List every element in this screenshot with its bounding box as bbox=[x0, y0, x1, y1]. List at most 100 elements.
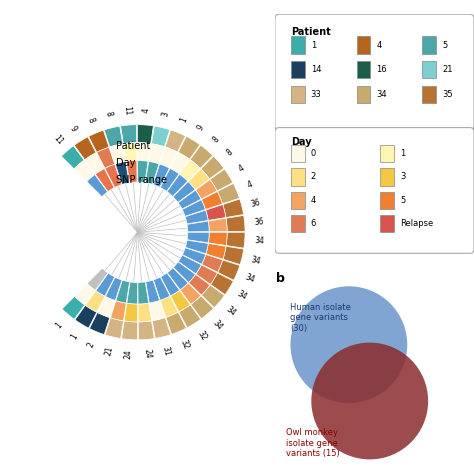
Bar bbox=[422, 86, 436, 103]
Wedge shape bbox=[167, 268, 188, 290]
Text: SNP range: SNP range bbox=[116, 174, 167, 185]
Wedge shape bbox=[201, 255, 223, 272]
Wedge shape bbox=[206, 205, 226, 220]
Text: 31: 31 bbox=[161, 345, 172, 356]
Wedge shape bbox=[75, 305, 97, 328]
Wedge shape bbox=[210, 273, 233, 295]
Wedge shape bbox=[105, 164, 121, 188]
Wedge shape bbox=[138, 321, 155, 340]
Bar bbox=[356, 36, 371, 54]
Wedge shape bbox=[115, 162, 129, 184]
Text: 34: 34 bbox=[254, 237, 264, 246]
Text: 9: 9 bbox=[68, 124, 78, 133]
Wedge shape bbox=[189, 274, 210, 295]
Wedge shape bbox=[110, 301, 126, 321]
Wedge shape bbox=[180, 283, 201, 304]
Text: Patient: Patient bbox=[116, 141, 150, 151]
Wedge shape bbox=[105, 318, 123, 338]
Text: 21: 21 bbox=[442, 65, 453, 74]
Bar bbox=[422, 61, 436, 78]
Wedge shape bbox=[87, 268, 108, 290]
Text: 36: 36 bbox=[250, 198, 262, 209]
Bar bbox=[381, 168, 394, 185]
Text: Patient: Patient bbox=[291, 27, 330, 36]
Text: 1: 1 bbox=[54, 320, 64, 330]
Wedge shape bbox=[187, 232, 209, 243]
Text: 0: 0 bbox=[311, 149, 316, 158]
Wedge shape bbox=[178, 190, 201, 209]
Wedge shape bbox=[95, 169, 114, 191]
Wedge shape bbox=[137, 125, 154, 144]
Bar bbox=[291, 168, 305, 185]
Wedge shape bbox=[223, 199, 244, 218]
Circle shape bbox=[311, 343, 428, 459]
Wedge shape bbox=[105, 277, 122, 301]
Wedge shape bbox=[160, 147, 177, 168]
Wedge shape bbox=[146, 280, 160, 303]
Text: 9: 9 bbox=[196, 124, 206, 132]
Wedge shape bbox=[180, 160, 201, 181]
Wedge shape bbox=[187, 221, 209, 232]
Wedge shape bbox=[178, 137, 200, 159]
Wedge shape bbox=[201, 156, 224, 179]
FancyBboxPatch shape bbox=[275, 14, 474, 130]
Wedge shape bbox=[104, 126, 123, 147]
Wedge shape bbox=[191, 296, 213, 319]
Wedge shape bbox=[138, 282, 149, 304]
Wedge shape bbox=[182, 200, 205, 216]
Text: 8: 8 bbox=[211, 135, 221, 144]
Text: Day: Day bbox=[291, 137, 311, 147]
Wedge shape bbox=[173, 182, 195, 202]
Bar bbox=[422, 36, 436, 54]
Wedge shape bbox=[74, 283, 95, 305]
Text: 1: 1 bbox=[179, 116, 189, 123]
Wedge shape bbox=[62, 296, 85, 319]
Text: 1: 1 bbox=[69, 332, 79, 341]
Wedge shape bbox=[178, 255, 201, 274]
Text: 24: 24 bbox=[124, 349, 133, 359]
Text: 34: 34 bbox=[224, 304, 237, 318]
Wedge shape bbox=[161, 273, 180, 296]
Text: b: b bbox=[276, 272, 285, 285]
Wedge shape bbox=[190, 145, 213, 168]
Text: 1: 1 bbox=[311, 41, 316, 49]
Text: Human isolate
gene variants
(30): Human isolate gene variants (30) bbox=[291, 303, 351, 333]
Text: 1: 1 bbox=[401, 149, 406, 158]
Text: 3: 3 bbox=[401, 173, 406, 182]
Wedge shape bbox=[62, 146, 84, 169]
Bar bbox=[381, 215, 394, 232]
Bar bbox=[381, 145, 394, 162]
Text: 4: 4 bbox=[142, 108, 151, 113]
Text: 11: 11 bbox=[122, 106, 132, 116]
Text: Day: Day bbox=[116, 158, 135, 168]
FancyBboxPatch shape bbox=[275, 128, 474, 253]
Wedge shape bbox=[201, 191, 222, 210]
Bar bbox=[291, 191, 305, 209]
Wedge shape bbox=[97, 147, 115, 168]
Text: 8: 8 bbox=[103, 110, 113, 117]
Text: 4: 4 bbox=[311, 196, 316, 205]
Text: 16: 16 bbox=[376, 65, 387, 74]
Text: 33: 33 bbox=[311, 90, 321, 99]
Wedge shape bbox=[223, 246, 244, 264]
Circle shape bbox=[291, 286, 407, 403]
Wedge shape bbox=[195, 180, 217, 199]
Text: 5: 5 bbox=[401, 196, 406, 205]
Wedge shape bbox=[137, 143, 151, 161]
Text: Owl monkey
isolate gene
variants (15): Owl monkey isolate gene variants (15) bbox=[286, 428, 340, 458]
Wedge shape bbox=[74, 160, 95, 182]
Wedge shape bbox=[127, 282, 137, 304]
Wedge shape bbox=[124, 303, 137, 322]
Text: 34: 34 bbox=[376, 90, 387, 99]
Bar bbox=[291, 36, 305, 54]
Wedge shape bbox=[110, 144, 126, 164]
Wedge shape bbox=[138, 303, 152, 322]
Wedge shape bbox=[218, 183, 239, 204]
Wedge shape bbox=[152, 126, 170, 147]
Wedge shape bbox=[201, 285, 225, 308]
Wedge shape bbox=[137, 161, 148, 182]
Wedge shape bbox=[149, 301, 165, 321]
Wedge shape bbox=[98, 296, 115, 318]
Wedge shape bbox=[152, 318, 171, 338]
Bar bbox=[291, 86, 305, 103]
